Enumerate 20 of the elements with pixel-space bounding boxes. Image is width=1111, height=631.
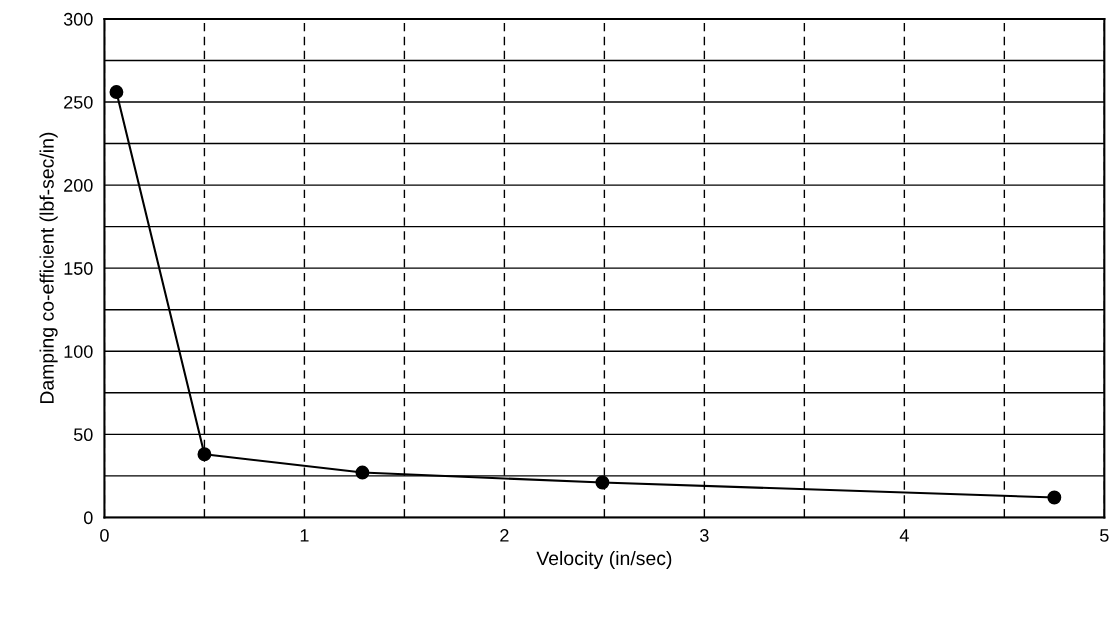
point — [197, 447, 212, 462]
x-tick-label: 4 — [899, 529, 909, 542]
point — [595, 475, 610, 490]
x-tick-label: 5 — [1100, 529, 1109, 542]
x-axis-title: Velocity (in/sec) — [536, 550, 672, 570]
x-tick-label: 2 — [500, 529, 509, 542]
point — [355, 465, 370, 480]
y-tick-label: 50 — [73, 428, 93, 442]
x-tick-label: 3 — [700, 529, 709, 542]
point — [1047, 490, 1062, 505]
y-tick-label: 200 — [64, 179, 93, 192]
x-tick-label: 0 — [100, 529, 109, 542]
y-tick-label: 0 — [83, 511, 93, 525]
y-tick-label: 150 — [64, 262, 93, 275]
x-tick-label: 1 — [300, 529, 309, 542]
y-tick-label: 250 — [64, 95, 93, 109]
point — [109, 85, 124, 99]
y-tick-label: 100 — [64, 345, 93, 358]
y-axis-title: Damping co-efficient (lbf-sec/in) — [39, 132, 58, 404]
y-tick-label: 300 — [63, 12, 93, 26]
